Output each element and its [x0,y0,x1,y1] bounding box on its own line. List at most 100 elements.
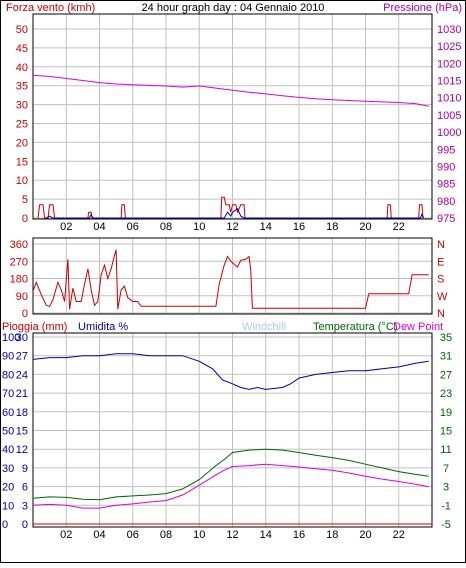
wind-direction-panel: 0 N 90 W 180 S 270 E 360 N [10,237,448,320]
humidity-axis-label: Umidita % [78,321,128,333]
rain-tick-label: 0 [22,519,28,531]
rain-tick-label: 18 [16,407,28,419]
wind-pressure-plot-frame [32,13,433,220]
temperature-tick-label: 11 [440,444,451,456]
temperature-tick-label: 31 [440,351,452,363]
humidity-tick-label: 100 [2,332,20,344]
x-tick-label: 02 [60,529,72,541]
wind-speed-label: Forza vento (kmh) [6,2,95,14]
pressure-tick-label: 1010 [437,93,461,105]
temperature-tick-label: 35 [440,332,452,344]
temperature-tick-label: 19 [440,407,452,419]
x-tick-label: 18 [326,221,338,233]
rain-tick-label: 15 [16,426,28,438]
wind-speed-tick-label: 45 [16,43,28,55]
series-line-temperatura [32,448,429,501]
wind-speed-tick-label: 0 [22,213,28,225]
pressure-tick-label: 990 [437,161,455,173]
x-tick-label: 08 [160,221,172,233]
rain-tick-label: 24 [16,369,28,381]
pressure-tick-label: 1015 [437,76,461,88]
x-tick-label: 22 [393,529,405,541]
rain-humidity-temperature-panel: Pioggia (mm) Umidita % Windchill Temperatur… [2,321,452,541]
pressure-tick-label: 1000 [437,127,461,139]
x-tick-label: 14 [260,529,272,541]
direction-tick-label: 180 [10,274,28,286]
x-tick-label: 04 [93,529,105,541]
x-tick-label: 14 [260,221,272,233]
compass-label: S [437,274,444,286]
rain-tick-label: 30 [16,332,28,344]
series-line-umidita [32,353,429,390]
series-line-raffica [46,207,425,219]
wind-speed-tick-label: 20 [16,137,28,149]
x-tick-label: 16 [293,529,305,541]
rain-tick-label: 6 [22,482,28,494]
series-line-forza-vento [37,196,424,219]
temperature-tick-label: 3 [443,482,449,494]
graph-title: 24 hour graph day : 04 Gennaio 2010 [142,2,325,14]
wind-speed-tick-label: 40 [16,62,28,74]
humidity-tick-label: 10 [2,500,14,512]
x-tick-label: 04 [93,221,105,233]
legend-dew-point: Dew Point [393,321,443,333]
temperature-tick-label: 7 [443,463,449,475]
x-tick-label: 20 [359,221,371,233]
humidity-tick-label: 60 [2,407,14,419]
x-tick-label: 10 [193,221,205,233]
series-line-pressione [32,74,429,107]
humidity-tick-label: 70 [2,388,14,400]
pressure-tick-label: 975 [437,213,455,225]
pressure-tick-label: 1020 [437,58,461,70]
pressure-tick-label: 1030 [437,24,461,36]
temperature-tick-label: -5 [441,519,451,531]
series-line-dew-point [32,463,429,509]
wind-speed-tick-label: 50 [16,24,28,36]
wind-direction-plot-frame [32,237,433,315]
humidity-tick-label: 50 [2,426,14,438]
humidity-tick-label: 0 [2,519,8,531]
x-tick-label: 12 [226,529,238,541]
x-tick-label: 20 [359,529,371,541]
x-tick-label: 06 [127,221,139,233]
legend-temperature: Temperatura (°C) [313,321,397,333]
pressure-tick-label: 1005 [437,110,461,122]
direction-tick-label: 270 [10,256,28,268]
temperature-tick-label: 27 [440,369,452,381]
rain-tick-label: 12 [16,444,28,456]
humidity-tick-label: 90 [2,351,14,363]
humidity-tick-label: 20 [2,482,14,494]
humidity-tick-label: 30 [2,463,14,475]
x-tick-label: 08 [160,529,172,541]
wind-speed-tick-label: 15 [16,156,28,168]
rain-tick-label: 27 [16,351,28,363]
wind-speed-tick-label: 10 [16,175,28,187]
direction-tick-label: 0 [22,308,28,320]
x-tick-label: 12 [226,221,238,233]
legend-windchill: Windchill [242,321,286,333]
series-line-direction [32,249,429,310]
pressure-tick-label: 985 [437,179,455,191]
direction-tick-label: 90 [16,291,28,303]
pressure-tick-label: 980 [437,196,455,208]
x-tick-label: 16 [293,221,305,233]
wind-speed-tick-label: 30 [16,100,28,112]
x-tick-label: 22 [393,221,405,233]
x-tick-label: 06 [127,529,139,541]
temperature-tick-label: 15 [440,426,452,438]
rain-tick-label: 3 [22,500,28,512]
pressure-tick-label: 1025 [437,41,461,53]
wind-speed-tick-label: 25 [16,119,28,131]
rain-tick-label: 21 [16,388,28,400]
wind-pressure-panel: 02 04 06 08 10 12 14 16 18 20 22051015202530354045… [16,13,461,233]
temperature-tick-label: -1 [441,500,451,512]
rain-axis-label: Pioggia (mm) [2,321,67,333]
compass-label: N [437,239,445,251]
humidity-tick-label: 80 [2,369,14,381]
x-tick-label: 02 [60,221,72,233]
x-tick-label: 18 [326,529,338,541]
wind-speed-tick-label: 35 [16,81,28,93]
compass-label: W [437,291,448,303]
